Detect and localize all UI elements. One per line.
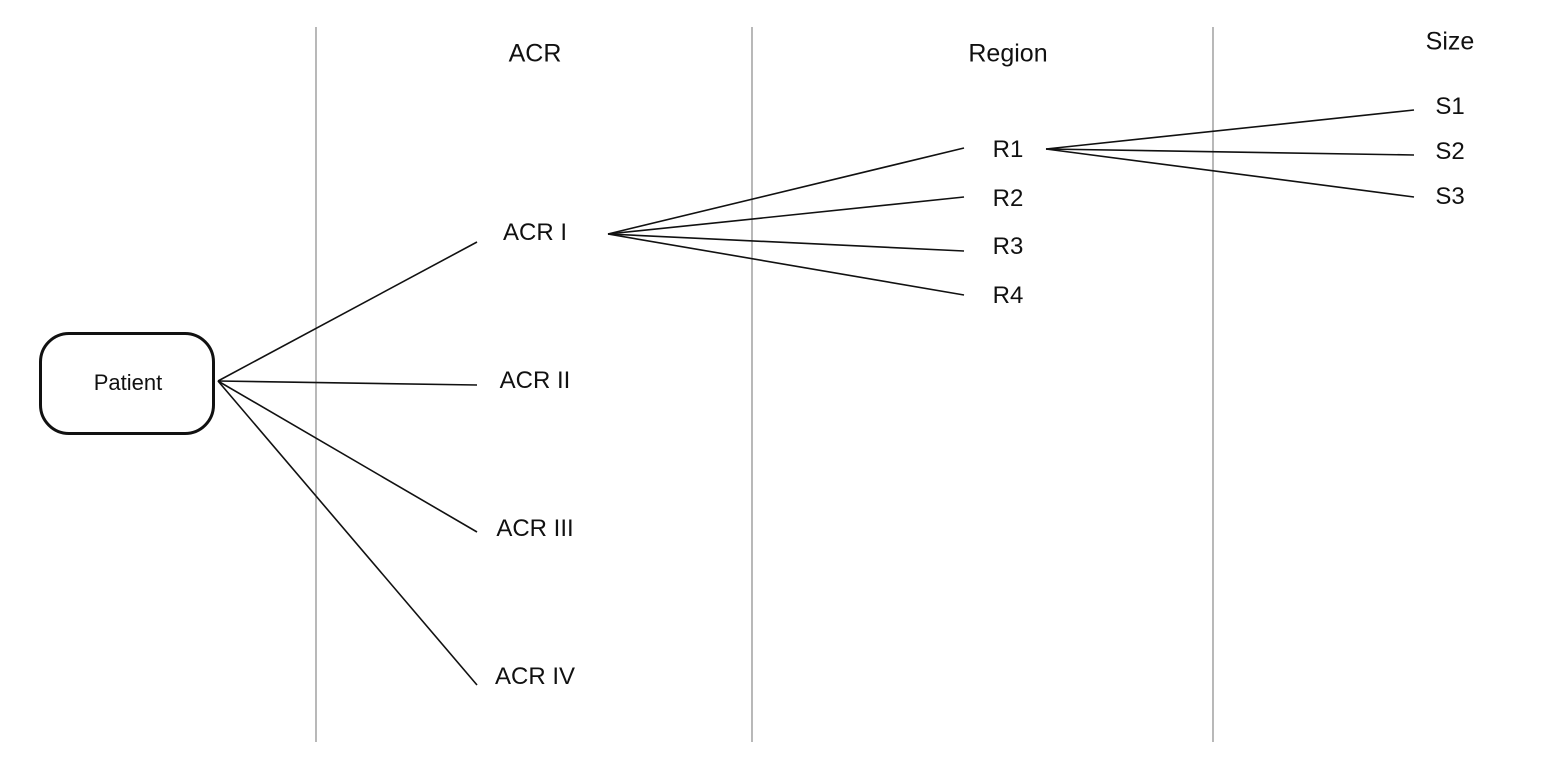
region-node-3: R3 [992, 233, 1024, 260]
acr-node-3: ACR III [496, 515, 574, 542]
patient-node [39, 332, 215, 435]
edge-acr-i-r2 [607, 196, 965, 235]
region-node-2: R2 [992, 185, 1024, 212]
acr-node-4: ACR IV [494, 663, 576, 690]
acr-node-2: ACR II [499, 367, 571, 394]
region-node-1: R1 [992, 136, 1024, 163]
edge-patient-acr-i [217, 241, 478, 382]
size-node-1: S1 [1435, 93, 1465, 120]
edge-r1-s3 [1045, 148, 1415, 198]
column-header-acr: ACR [508, 39, 562, 68]
edge-acr-i-r4 [607, 233, 965, 296]
patient-label: Patient [93, 370, 163, 395]
edge-r1-s1 [1045, 109, 1415, 150]
size-node-2: S2 [1435, 138, 1465, 165]
region-node-4: R4 [992, 282, 1024, 309]
edge-patient-acr-ii [217, 380, 478, 386]
edge-r1-s2 [1045, 148, 1415, 156]
edge-patient-acr-iii [217, 380, 478, 533]
edge-acr-i-r1 [607, 147, 965, 235]
size-node-3: S3 [1435, 183, 1465, 210]
column-header-region: Region [968, 39, 1048, 68]
edge-patient-acr-iv [217, 380, 478, 686]
column-header-size: Size [1425, 27, 1475, 56]
acr-node-1: ACR I [502, 219, 568, 246]
edge-acr-i-r3 [607, 233, 965, 252]
